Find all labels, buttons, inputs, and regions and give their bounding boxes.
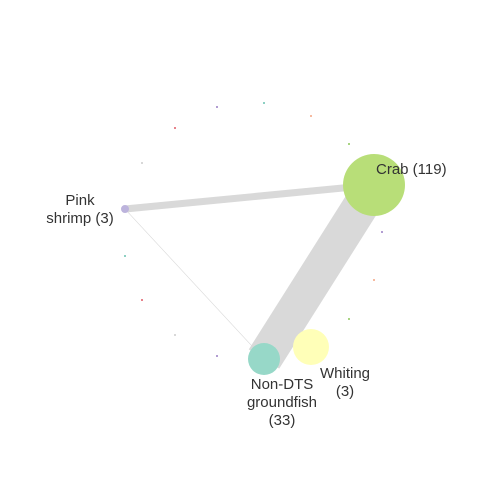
peripheral-dot: [174, 334, 176, 336]
peripheral-dot: [348, 318, 350, 320]
edge-pink-crab: [124, 181, 375, 213]
node-label-line: groundfish: [247, 394, 317, 411]
node-layer: [121, 154, 405, 375]
peripheral-dot: [348, 143, 350, 145]
node-pink: [121, 205, 129, 213]
node-whiting: [293, 329, 329, 365]
label-layer: Crab (119) Pink shrimp (3) Non-DTS groundfis…: [46, 161, 446, 429]
edge-layer: [124, 175, 390, 369]
peripheral-dot: [373, 279, 375, 281]
node-label-nondts: Non-DTS groundfish (33): [247, 376, 317, 429]
node-label-pink: Pink shrimp (3): [46, 192, 114, 227]
node-crab: [343, 154, 405, 216]
node-nondts: [248, 343, 280, 375]
edge-crab-nondts: [248, 175, 390, 369]
peripheral-dot: [381, 231, 383, 233]
node-label-line: Whiting: [320, 365, 370, 382]
node-label-line: Pink: [65, 192, 95, 209]
peripheral-dot: [174, 127, 176, 129]
peripheral-dot: [216, 355, 218, 357]
peripheral-dot: [216, 106, 218, 108]
node-label-line: (33): [269, 412, 296, 429]
peripheral-dot-layer: [124, 102, 383, 357]
node-label-line: Non-DTS: [251, 376, 314, 393]
node-label-line: shrimp (3): [46, 210, 114, 227]
peripheral-dot: [263, 102, 265, 104]
peripheral-dot: [141, 162, 143, 164]
node-label-crab: Crab (119): [376, 161, 447, 178]
node-label-line: Crab (119): [376, 161, 447, 178]
peripheral-dot: [124, 255, 126, 257]
edge-pink-nondts: [124, 208, 265, 360]
node-label-whiting: Whiting (3): [320, 365, 370, 400]
peripheral-dot: [141, 299, 143, 301]
peripheral-dot: [310, 115, 312, 117]
node-label-line: (3): [336, 383, 354, 400]
